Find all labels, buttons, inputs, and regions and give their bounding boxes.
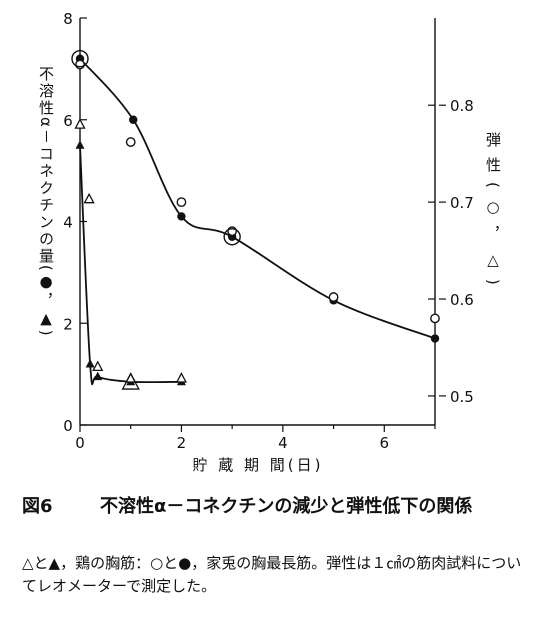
data-point-open-circle xyxy=(75,59,85,70)
data-point-open-circle xyxy=(328,292,339,302)
data-point-open-triangle xyxy=(92,360,104,372)
overlap-ring-triangle xyxy=(121,372,140,390)
data-point-open-circle xyxy=(176,197,187,208)
chart-marks xyxy=(71,50,440,390)
chart-axes xyxy=(79,18,436,426)
right-y-tick-label: 0.8 xyxy=(450,97,474,115)
x-axis-label: 貯 蔵 期 間(日) xyxy=(192,456,323,474)
data-point-filled-circle xyxy=(129,115,138,124)
x-tick-label: 6 xyxy=(380,434,390,452)
data-point-filled-triangle xyxy=(85,358,95,368)
data-point-filled-circle xyxy=(177,212,186,221)
right-y-tick-label: 0.6 xyxy=(450,291,474,309)
data-point-open-triangle xyxy=(83,192,95,204)
fitted-curve xyxy=(79,145,182,386)
chart: 0 2 4 6 0 2 4 6 8 0.5 0.6 0.7 0.8 貯 蔵 期 間(日) 不溶性α－コネ… xyxy=(37,10,502,474)
data-point-filled-circle xyxy=(430,334,440,343)
left-y-tick-label: 0 xyxy=(63,417,73,435)
left-y-axis-label: 不溶性α－コネクチンの量(●，▲) xyxy=(37,66,55,338)
figure-title: 不溶性α－コネクチンの減少と弾性低下の関係 xyxy=(100,496,473,517)
left-y-tick-label: 8 xyxy=(63,10,73,28)
left-y-tick-label: 6 xyxy=(63,112,73,130)
overlap-ring-circle xyxy=(223,228,241,246)
figure-caption-note: △と▲，鶏の胸筋：○と●，家兎の胸最長筋。弾性は１㎠の筋肉試料についてレオメータ… xyxy=(22,554,522,595)
data-point-open-triangle xyxy=(74,118,86,129)
chart-curves xyxy=(79,58,436,386)
right-y-tick-label: 0.7 xyxy=(450,194,474,212)
data-point-filled-triangle xyxy=(75,140,85,149)
data-point-filled-triangle xyxy=(93,371,103,381)
right-y-axis-label: 弾性(○，△) xyxy=(484,132,502,295)
fitted-curve xyxy=(79,58,436,340)
data-point-open-circle xyxy=(125,137,136,147)
left-y-tick-label: 2 xyxy=(63,315,73,333)
left-y-tick-label: 4 xyxy=(63,214,73,232)
chart-ticks xyxy=(79,17,446,432)
overlap-ring-circle xyxy=(71,50,89,68)
figure-caption-title: 図6 不溶性α－コネクチンの減少と弾性低下の関係 xyxy=(22,494,522,520)
figure-number: 図6 xyxy=(22,496,53,517)
right-y-tick-label: 0.5 xyxy=(450,388,474,406)
x-tick-label: 0 xyxy=(75,434,85,452)
x-tick-label: 4 xyxy=(278,434,288,452)
data-point-open-triangle xyxy=(175,372,188,383)
data-point-open-circle xyxy=(430,313,440,324)
x-tick-label: 2 xyxy=(177,434,187,452)
chart-tick-labels: 0 2 4 6 0 2 4 6 8 0.5 0.6 0.7 0.8 xyxy=(63,10,474,452)
